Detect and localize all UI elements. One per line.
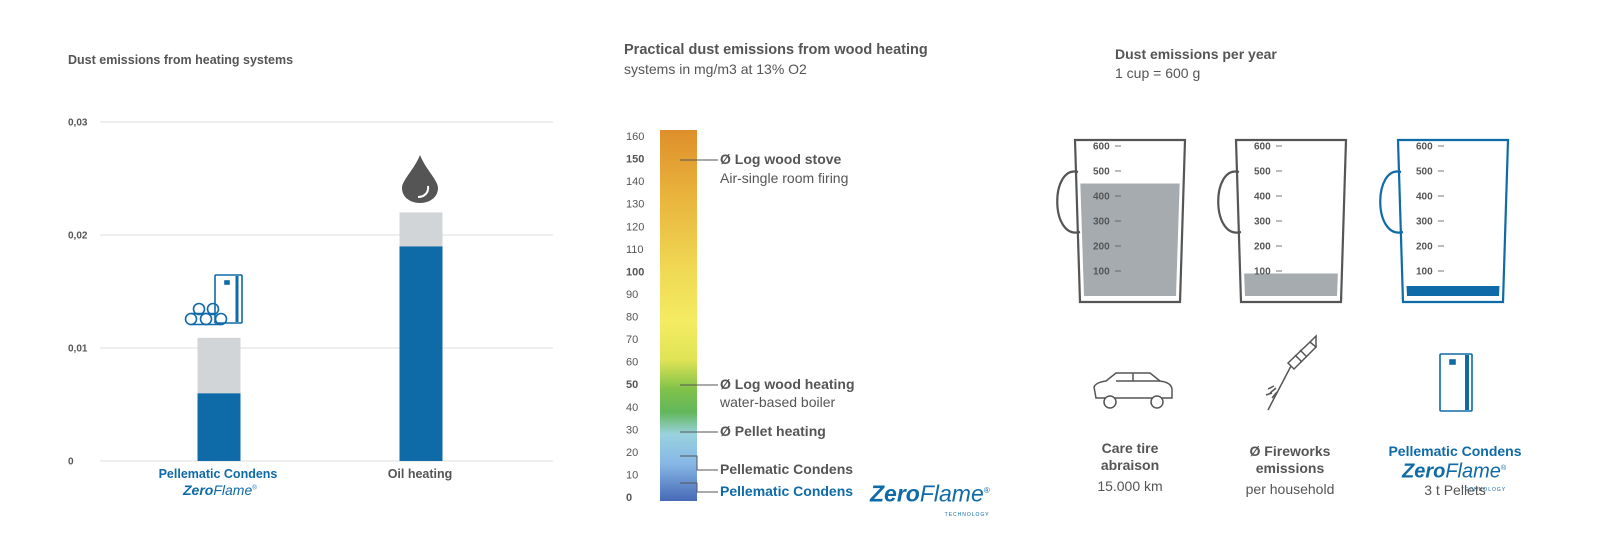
label-pellematic-condens-zeroflame: Pellematic Condens [720, 483, 854, 499]
zeroflame-logo-right: ZeroFlame® TECHNOLOGY [1402, 460, 1507, 493]
label-log-wood-heating: Ø Log wood heating [720, 376, 855, 392]
firework-rocket-icon [1265, 334, 1318, 411]
scale-tick-label: 120 [626, 221, 644, 233]
scale-tick-label: 10 [626, 469, 638, 481]
pellet-boiler-icon [184, 274, 243, 326]
label-pellematic-condens: Pellematic Condens [720, 461, 854, 477]
cup-tick-label: 200 [1416, 242, 1433, 253]
cup-tick-label: 400 [1416, 192, 1433, 203]
scale-tick-label: 100 [626, 266, 644, 278]
zeroflame-logo-left: ZeroFlame® [183, 482, 257, 498]
cup-tick-label: 300 [1416, 217, 1433, 228]
scale-tick-label: 80 [626, 312, 638, 324]
cup-tick-label: 300 [1254, 217, 1271, 228]
cup-outline [1073, 138, 1187, 304]
drop-icon [402, 155, 438, 203]
scale-tick-label: 130 [626, 199, 644, 211]
middle-chart-subtitle: systems in mg/m3 at 13% O2 [624, 61, 807, 77]
car-label: Care tire abraison 15.000 km [1097, 440, 1163, 494]
y-tick-label: 0,01 [68, 344, 88, 355]
fireworks-label: Ø Fireworks emissions per household [1245, 443, 1335, 497]
scale-tick-label: 140 [626, 176, 644, 188]
left-bar-chart: 0 0,01 0,02 0,03 [68, 118, 553, 468]
cup-handle [1217, 170, 1242, 234]
cup-handle [1056, 170, 1081, 234]
cup-tick-label: 200 [1093, 242, 1110, 253]
scale-tick-label: 60 [626, 357, 638, 369]
y-tick-label: 0,03 [68, 118, 88, 129]
left-chart-title: Dust emissions from heating systems [68, 53, 294, 67]
category-label-pellematic: Pellematic Condens [158, 467, 278, 481]
scale-tick-label: 160 [626, 131, 644, 143]
cup-outline [1234, 138, 1348, 304]
cup-outline [1396, 138, 1510, 304]
cup-fill-level [1244, 273, 1338, 296]
category-label-oil: Oil heating [387, 467, 453, 481]
cups-group: 100 200 300 400 500 600 100 200 300 400 500 600 100 2… [1056, 138, 1510, 304]
bar-segment [399, 246, 443, 461]
cup-tick-label: 500 [1416, 167, 1433, 178]
label-pellet-heating: Ø Pellet heating [720, 423, 826, 439]
cup-1: 100 200 300 400 500 600 [1056, 138, 1187, 304]
scale-tick-label: 40 [626, 402, 638, 414]
bar-segment [197, 393, 241, 461]
scale-tick-label: 150 [626, 154, 644, 166]
middle-chart-title: Practical dust emissions from wood heati… [624, 42, 928, 58]
cup-tick-label: 200 [1254, 242, 1271, 253]
y-tick-label: 0 [68, 457, 74, 468]
scale-tick-label: 70 [626, 334, 638, 346]
zeroflame-logo-middle: ZeroFlame® TECHNOLOGY [870, 480, 990, 518]
cup-tick-label: 100 [1416, 267, 1433, 278]
right-chart-subtitle: 1 cup = 600 g [1115, 65, 1201, 81]
cup-tick-label: 600 [1416, 142, 1433, 153]
car-icon [1093, 372, 1173, 409]
scale-tick-label: 50 [626, 379, 638, 391]
leader-lines [680, 159, 718, 493]
cup-fill-level [1406, 286, 1500, 296]
pellet-boiler-icon-right [1439, 353, 1473, 412]
cup-tick-label: 500 [1093, 167, 1110, 178]
pellematic-label-right: Pellematic Condens [1388, 443, 1522, 459]
cup-tick-label: 400 [1254, 192, 1271, 203]
cup-tick-label: 500 [1254, 167, 1271, 178]
scale-tick-label: 20 [626, 447, 638, 459]
cup-tick-label: 100 [1093, 267, 1110, 278]
right-chart-title: Dust emissions per year [1115, 46, 1277, 62]
cup-tick-label: 100 [1254, 267, 1271, 278]
cup-handle [1379, 170, 1404, 234]
emission-color-scale [660, 130, 697, 501]
cup-tick-label: 300 [1093, 217, 1110, 228]
label-log-wood-stove: Ø Log wood stove [720, 151, 842, 167]
y-tick-label: 0,02 [68, 231, 88, 242]
scale-tick-label: 110 [626, 244, 644, 256]
scale-tick-label: 30 [626, 424, 638, 436]
cup-tick-label: 600 [1093, 142, 1110, 153]
cup-fill-level [1080, 183, 1180, 296]
scale-tick-label: 90 [626, 289, 638, 301]
label-log-wood-stove-sub: Air-single room firing [720, 170, 849, 186]
cup-tick-label: 400 [1093, 192, 1110, 203]
label-log-wood-heating-sub: water-based boiler [720, 394, 836, 410]
scale-tick-label: 0 [626, 492, 632, 504]
cup-3: 100 200 300 400 500 600 [1379, 138, 1510, 304]
middle-scale-ticks: 0 10 20 30 40 50 60 70 80 90 100 110 120 130 140 150 160 [626, 131, 644, 504]
cup-2: 100 200 300 400 500 600 [1217, 138, 1348, 304]
pellematic-value-right: 3 t Pellets [1424, 482, 1486, 498]
bar-segment [399, 212, 443, 247]
cup-tick-label: 600 [1254, 142, 1271, 153]
bar-segment [197, 337, 241, 394]
